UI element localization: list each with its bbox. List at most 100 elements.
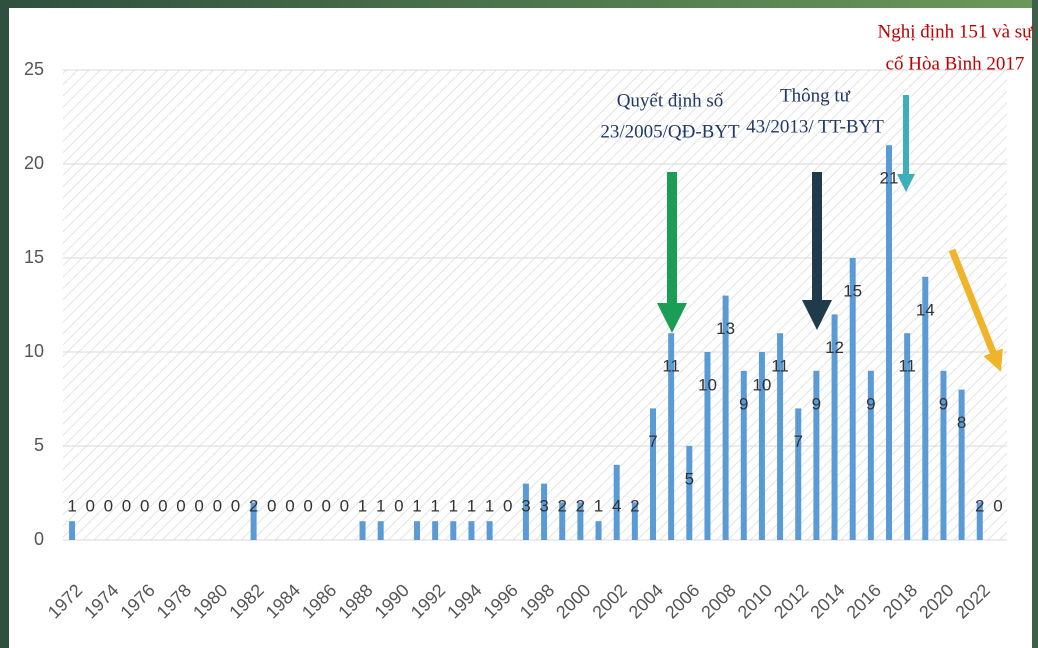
y-tick-label: 20	[24, 153, 44, 173]
top-band	[0, 0, 1038, 8]
x-tick-label: 1996	[479, 580, 521, 622]
bar	[468, 521, 475, 540]
data-label: 2	[557, 496, 566, 515]
bar	[722, 295, 729, 540]
annotation: 43/2013/ TT-BYT	[746, 116, 884, 137]
x-tick-label: 1986	[298, 580, 340, 622]
annotation: Thông tư	[780, 85, 851, 106]
data-label: 0	[194, 496, 203, 515]
data-label: 0	[85, 496, 94, 515]
x-tick-label: 2000	[552, 580, 594, 622]
bar	[613, 464, 620, 540]
bar	[414, 521, 420, 540]
bar	[631, 502, 638, 540]
bar	[559, 502, 566, 540]
x-tick-label: 1992	[407, 580, 449, 622]
data-label: 0	[303, 496, 312, 515]
x-tick-label: 1972	[44, 580, 86, 622]
bar	[813, 370, 820, 540]
bar	[958, 389, 965, 540]
x-tick-label: 1974	[80, 580, 122, 622]
arrow	[948, 248, 1003, 372]
data-label: 0	[176, 496, 185, 515]
annotation: Quyết định số	[617, 90, 724, 111]
x-tick-label: 1982	[225, 580, 267, 622]
data-label: 0	[285, 496, 294, 515]
data-label: 1	[358, 496, 367, 515]
annotation: 23/2005/QĐ-BYT	[600, 121, 740, 142]
x-tick-label: 2016	[843, 580, 885, 622]
right-band	[1032, 0, 1038, 648]
x-tick-label: 2022	[951, 580, 993, 622]
data-label: 0	[140, 496, 149, 515]
bar	[976, 502, 983, 540]
data-label: 2	[630, 496, 639, 515]
bar	[758, 352, 765, 540]
data-label: 7	[648, 432, 657, 451]
data-label: 9	[939, 394, 948, 413]
bar	[777, 333, 784, 540]
data-label: 13	[716, 319, 735, 338]
data-label: 21	[880, 169, 899, 188]
data-label: 1	[467, 496, 476, 515]
data-label: 0	[213, 496, 222, 515]
data-label: 0	[394, 496, 403, 515]
x-tick-label: 1980	[189, 580, 231, 622]
bar	[486, 521, 493, 540]
bar	[849, 258, 856, 540]
data-label: 9	[866, 394, 875, 413]
plot-background	[63, 70, 1007, 540]
y-tick-label: 5	[34, 435, 44, 455]
x-tick-label: 2006	[661, 580, 703, 622]
data-label: 1	[412, 496, 421, 515]
data-label: 1	[430, 496, 439, 515]
data-label: 11	[662, 357, 680, 376]
annotation: cố Hòa Bình 2017	[886, 53, 1025, 74]
bar	[704, 352, 711, 540]
data-label: 0	[158, 496, 167, 515]
data-label: 0	[231, 496, 240, 515]
x-tick-label: 1988	[334, 580, 376, 622]
data-label: 0	[503, 496, 512, 515]
data-label: 2	[249, 496, 258, 515]
x-tick-label: 2014	[806, 580, 848, 622]
y-tick-label: 15	[24, 247, 44, 267]
bar	[867, 370, 874, 540]
x-tick-label: 1998	[516, 580, 558, 622]
data-label: 0	[321, 496, 330, 515]
bar	[650, 408, 656, 540]
data-label: 11	[771, 357, 789, 376]
bar	[359, 521, 366, 540]
bar	[686, 446, 693, 540]
data-label: 0	[267, 496, 276, 515]
data-label: 1	[449, 496, 458, 515]
bar	[904, 333, 911, 540]
bar	[595, 521, 602, 540]
data-label: 12	[825, 338, 844, 357]
bar	[522, 483, 529, 540]
bar	[577, 502, 584, 540]
x-tick-label: 1990	[371, 580, 413, 622]
bar	[377, 521, 384, 540]
data-label: 11	[898, 357, 916, 376]
x-tick-label: 2012	[770, 580, 812, 622]
y-tick-label: 10	[24, 341, 44, 361]
bar	[69, 521, 76, 540]
data-label: 1	[376, 496, 385, 515]
data-label: 9	[812, 394, 821, 413]
data-label: 1	[67, 496, 76, 515]
data-label: 9	[739, 394, 748, 413]
bar	[450, 521, 457, 540]
bar	[940, 370, 947, 540]
data-label: 5	[685, 469, 694, 488]
data-label: 0	[104, 496, 113, 515]
bar	[886, 145, 892, 540]
bar	[250, 502, 257, 540]
data-label: 1	[594, 496, 603, 515]
data-label: 4	[612, 496, 621, 515]
data-label: 15	[843, 281, 862, 300]
y-tick-label: 25	[24, 59, 44, 79]
data-label: 0	[122, 496, 131, 515]
bar	[668, 333, 675, 540]
